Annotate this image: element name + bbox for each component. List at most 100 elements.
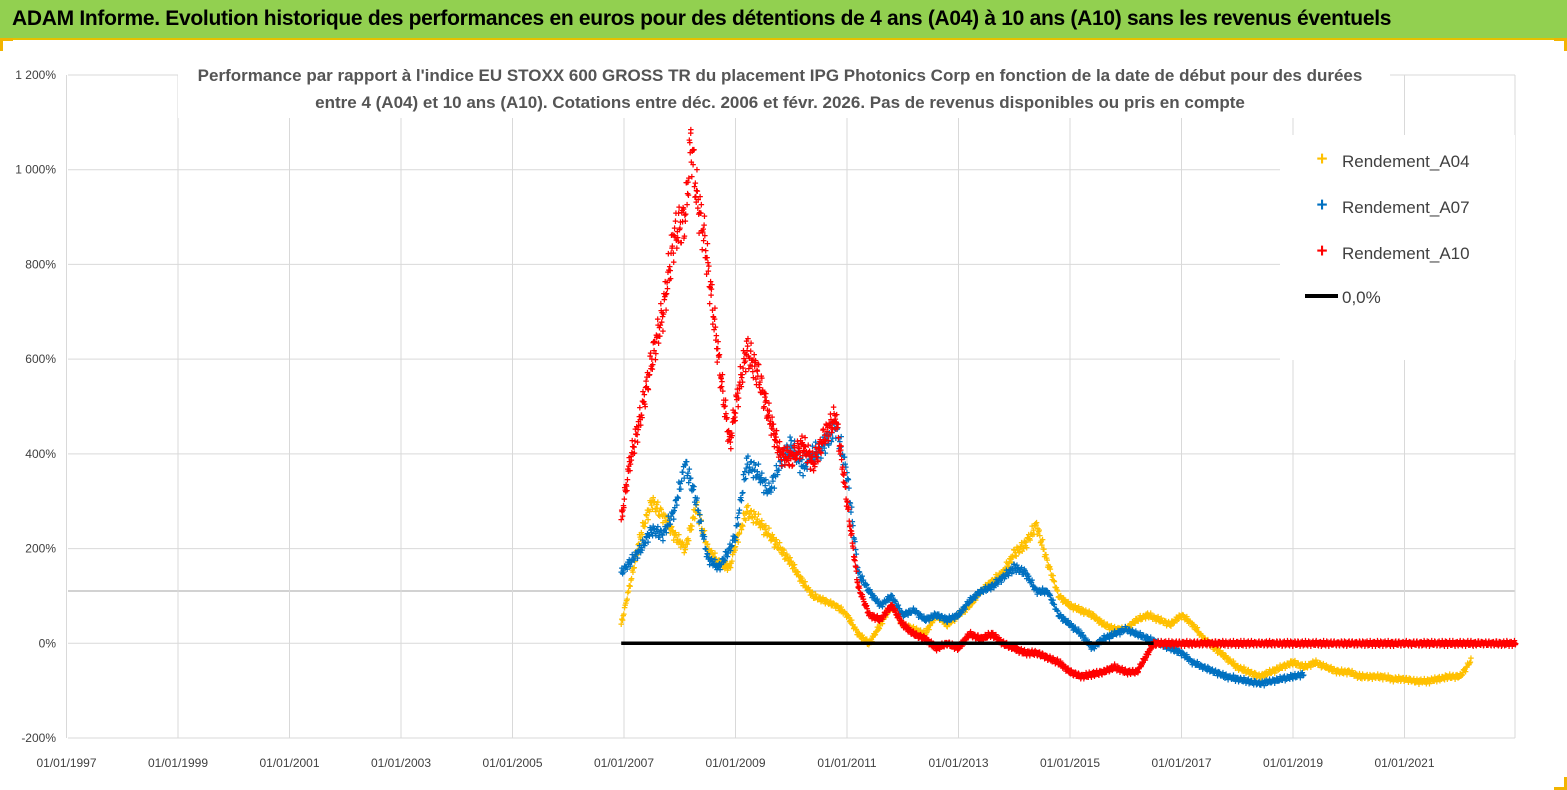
data-point: + [628,575,634,587]
data-point: + [1066,600,1072,612]
data-point: + [974,588,980,600]
data-point: + [718,559,724,571]
data-point: + [982,579,988,591]
data-point: + [856,628,862,640]
data-point: + [946,615,952,627]
data-point: + [910,623,916,635]
data-point: + [843,609,849,621]
data-point: + [649,496,655,508]
data-point: + [1051,576,1057,588]
data-point: + [984,581,990,593]
data-point: + [942,615,948,627]
data-point: + [633,550,639,562]
data-point: + [636,539,642,551]
data-point: + [637,532,643,544]
data-point: + [938,613,944,625]
data-point: + [743,502,749,514]
data-point: + [907,621,913,633]
data-point: + [1014,542,1020,554]
data-point: + [660,509,666,521]
data-point: + [987,579,993,591]
data-point: + [1025,534,1031,546]
data-point: + [873,627,879,639]
data-point: + [1125,620,1131,632]
data-point: + [842,608,848,620]
data-point: + [1043,553,1049,565]
data-point: + [729,556,735,568]
data-point: + [838,441,844,453]
data-point: + [1105,622,1111,634]
data-point: + [952,611,958,623]
data-point: + [978,585,984,597]
data-point: + [855,629,861,641]
data-point: + [648,498,654,510]
data-point: + [977,589,983,601]
data-point: + [658,505,664,517]
data-point: + [1068,599,1074,611]
chart-title-line-1: Performance par rapport à l'indice EU ST… [198,66,1363,85]
data-point: + [740,508,746,520]
data-point: + [682,542,688,554]
data-point: + [843,612,849,624]
data-point: + [752,509,758,521]
data-point: + [948,618,954,630]
data-point: + [966,602,972,614]
data-point: + [651,497,657,509]
data-point: + [1000,565,1006,577]
data-point: + [669,522,675,534]
data-point: + [780,544,786,556]
data-point: + [724,565,730,577]
data-point: + [1033,517,1039,529]
data-point: + [836,605,842,617]
data-point: + [933,610,939,622]
data-point: + [780,547,786,559]
data-point: + [967,597,973,609]
data-point: + [670,527,676,539]
data-point: + [772,536,778,548]
data-point: + [886,604,892,616]
data-point: + [704,539,710,551]
data-point: + [1109,624,1115,636]
data-point: + [974,592,980,604]
data-point: + [639,529,645,541]
data-point: + [1020,541,1026,553]
data-point: + [927,620,933,632]
data-point: + [1057,591,1063,603]
data-point: + [621,602,627,614]
data-point: + [625,586,631,598]
data-point: + [1006,558,1012,570]
data-point: + [1468,653,1474,665]
data-point: + [759,522,765,534]
data-point: + [729,431,735,443]
chart-legend[interactable]: + Rendement_A04 + Rendement_A07 + Rendem… [1280,135,1515,360]
data-point: + [642,401,648,413]
data-point: + [1103,622,1109,634]
data-point: + [1081,609,1087,621]
data-point: + [668,523,674,535]
data-point: + [1020,544,1026,556]
data-point: + [981,582,987,594]
series-rendement_a04: ++++++++++++++++++++++++++++++++++++++++… [618,493,1474,691]
data-point: + [691,481,697,493]
data-point: + [1126,621,1132,633]
data-point: + [851,623,857,635]
data-point: + [667,274,673,286]
data-point: + [753,517,759,529]
data-point: + [873,626,879,638]
data-point: + [682,544,688,556]
data-point: + [744,506,750,518]
data-point: + [1053,583,1059,595]
data-point: + [892,604,898,616]
data-point: + [674,537,680,549]
data-point: + [1072,601,1078,613]
data-point: + [951,614,957,626]
data-point: + [804,585,810,597]
data-point: + [1122,621,1128,633]
data-point: + [899,618,905,630]
data-point: + [919,629,925,641]
data-point: + [858,631,864,643]
data-point: + [626,580,632,592]
data-point: + [733,533,739,545]
x-tick-label: 01/01/1999 [148,756,208,770]
data-point: + [788,556,794,568]
